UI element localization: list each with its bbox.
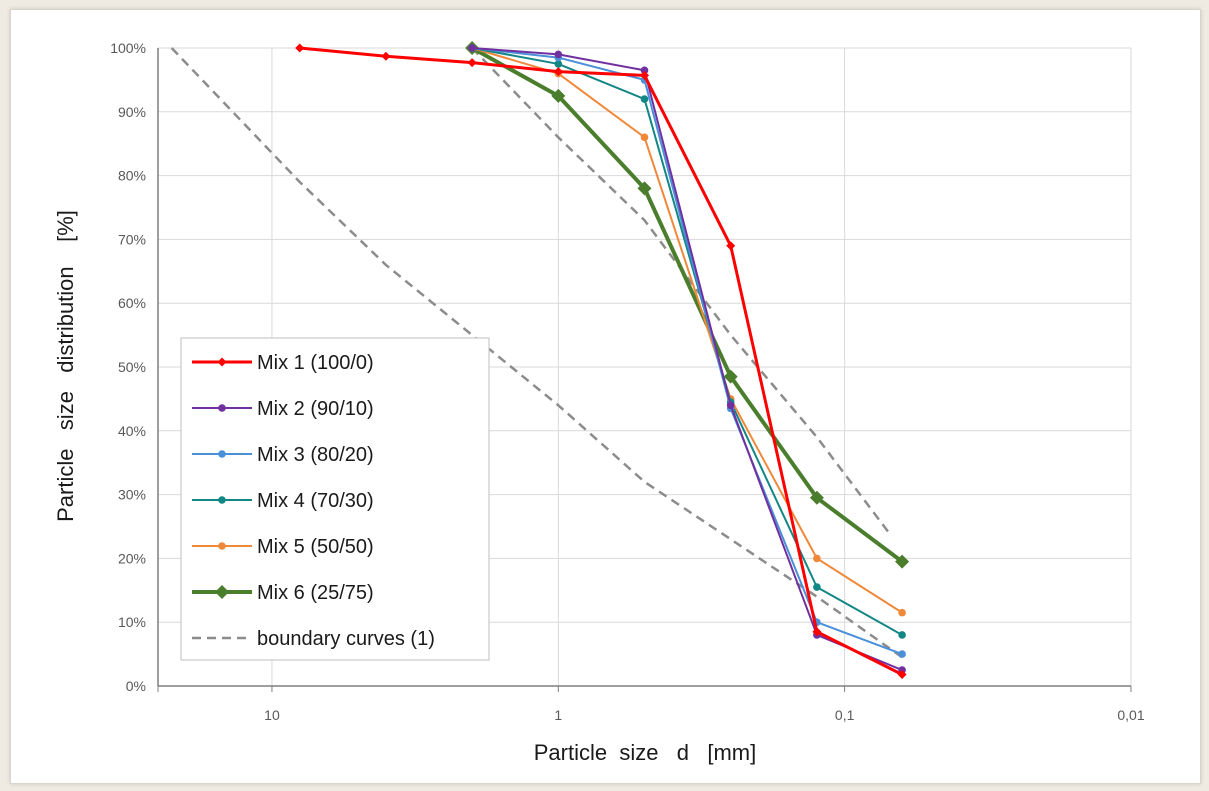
data-point [640,70,649,80]
series-boundary-curves-1 [170,47,903,659]
series-mix-6-25-75 [465,41,910,569]
legend-item: Mix 2 (90/10) [192,398,374,420]
y-tick-label: 70% [118,231,146,247]
y-tick-label: 0% [126,678,146,694]
data-point [217,357,227,367]
series-line [471,47,903,636]
data-point [467,58,477,68]
legend-item: Mix 6 (25/75) [192,582,374,604]
legend-item: Mix 5 (50/50) [192,536,374,558]
legend-label: Mix 6 (25/75) [257,582,374,604]
series-mix-4-70-30 [468,44,906,639]
legend-item: boundary curves (1) [192,628,435,650]
legend-label: Mix 1 (100/0) [257,352,374,374]
data-point [809,490,824,505]
data-point [554,50,563,59]
series-line [471,47,891,534]
series-line [299,46,903,676]
legend-label: Mix 4 (70/30) [257,490,374,512]
data-point [295,43,305,53]
series-line [471,46,904,564]
y-tick-label: 30% [118,487,146,503]
y-tick-label: 40% [118,423,146,439]
data-point [897,670,907,680]
series-boundary-upper [471,47,891,534]
data-point [898,650,906,658]
series-mix-3-80-20 [468,44,906,658]
data-point [551,88,566,103]
legend-item: Mix 1 (100/0) [192,352,374,374]
y-tick-label: 60% [118,295,146,311]
series-mix-2-90-10 [468,44,906,674]
data-point [637,181,652,196]
legend: Mix 1 (100/0) Mix 2 (90/10) Mix 3 (80/20) M… [180,337,490,661]
x-tick-label: 0,1 [835,707,855,723]
series-line [472,47,903,671]
data-point [215,585,229,599]
y-tick-label: 50% [118,359,146,375]
axes: 0% 10% 20% 30% 40% 50% 60% 70% 80% 90% 100% 10 1 0,1 0… [110,40,1145,723]
data-point [381,51,391,61]
data-point [726,241,736,251]
series-mix-5-50-50 [468,44,906,617]
data-point [640,133,649,142]
y-tick-label: 90% [118,104,146,120]
data-point [218,496,226,504]
data-point [726,401,735,410]
data-point [723,369,738,384]
x-tick-label: 10 [264,707,280,723]
data-point [218,450,226,458]
data-point [554,60,563,68]
x-axis-title: Particle size d [mm] [534,740,757,765]
legend-label: Mix 3 (80/20) [257,444,374,466]
data-point [813,554,821,563]
legend-label: Mix 5 (50/50) [257,536,374,558]
y-axis-title: Particle size distribution [%] [53,210,78,522]
y-tick-label: 10% [118,614,146,630]
series-line [471,47,903,656]
data-point [898,608,906,617]
data-point [895,554,910,569]
data-point [898,631,906,639]
legend-label: Mix 2 (90/10) [257,398,374,420]
legend-label: boundary curves (1) [257,628,435,650]
series-line [471,47,903,614]
data-point [640,66,649,75]
x-tick-label: 0,01 [1117,707,1144,723]
data-point [468,44,476,52]
data-point [218,542,226,550]
y-tick-label: 20% [118,550,146,566]
series-line [170,47,903,659]
data-point [218,404,226,412]
legend-item: Mix 3 (80/20) [192,444,374,466]
data-point [640,95,649,103]
series [170,41,910,680]
data-point [812,627,822,637]
legend-item: Mix 4 (70/30) [192,490,374,512]
x-tick-label: 1 [554,707,562,723]
data-point [813,583,821,591]
data-point [553,67,563,77]
y-tick-label: 80% [118,168,146,184]
y-tick-label: 100% [110,40,146,56]
series-mix-1-100-0 [295,43,907,680]
